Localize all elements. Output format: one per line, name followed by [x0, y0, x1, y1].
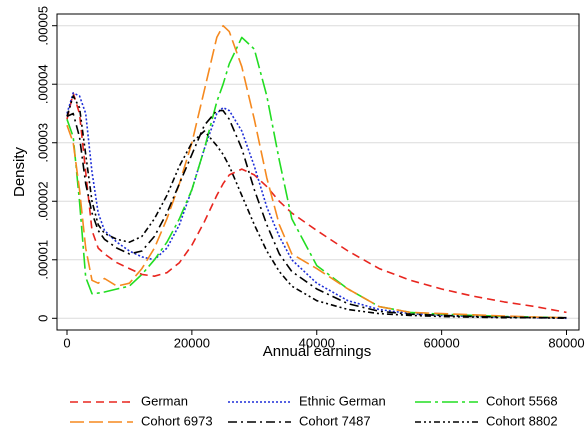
y-tick-label: .00003	[35, 123, 50, 163]
density-line	[66, 95, 567, 320]
y-tick-label: .00002	[35, 181, 50, 221]
x-axis-label: Annual earnings	[263, 343, 371, 360]
density-line	[66, 92, 567, 320]
legend-label: Ethnic German	[299, 393, 386, 408]
x-tick-label: 0	[63, 335, 70, 350]
y-axis-label: Density	[11, 146, 28, 197]
legend-label: Cohort 5568	[486, 393, 558, 408]
legend-label: German	[141, 393, 188, 408]
legend-label: Cohort 8802	[486, 413, 558, 428]
x-tick-label: 40000	[299, 335, 335, 350]
y-tick-label: .00004	[35, 64, 50, 104]
density-line	[66, 24, 567, 319]
legend-label: Cohort 7487	[299, 413, 371, 428]
x-tick-label: 60000	[424, 335, 460, 350]
density-line	[66, 109, 567, 319]
y-tick-label: 0	[35, 315, 50, 322]
x-tick-label: 80000	[548, 335, 584, 350]
legend-label: Cohort 6973	[141, 413, 213, 428]
y-tick-label: .00001	[35, 240, 50, 280]
x-tick-label: 20000	[174, 335, 210, 350]
y-tick-label: .00005	[35, 6, 50, 46]
plot-frame	[56, 13, 580, 331]
density-line	[66, 92, 567, 314]
